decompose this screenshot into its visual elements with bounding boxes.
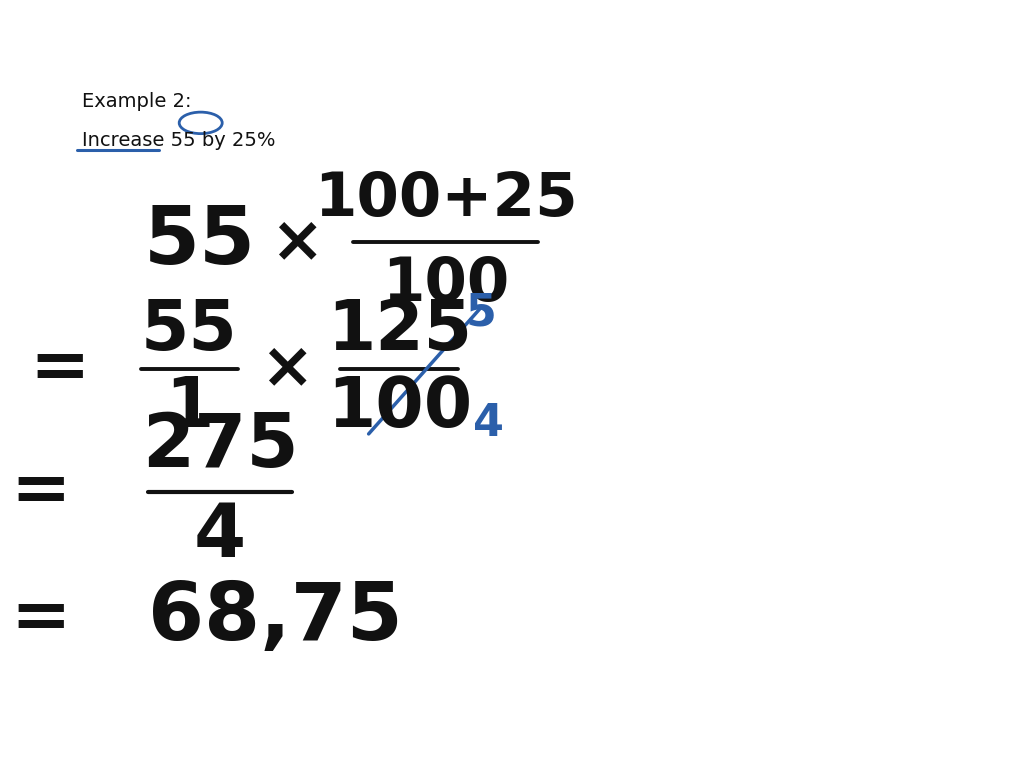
Text: 4: 4 bbox=[194, 499, 247, 573]
Text: ×: × bbox=[270, 211, 324, 273]
Text: 68,75: 68,75 bbox=[148, 579, 403, 657]
Text: 5: 5 bbox=[466, 292, 497, 335]
Text: 1: 1 bbox=[165, 373, 214, 441]
Text: 100: 100 bbox=[382, 255, 509, 313]
Text: 125: 125 bbox=[327, 296, 472, 364]
Text: 55: 55 bbox=[141, 296, 238, 364]
Text: 100: 100 bbox=[327, 373, 472, 441]
Text: =: = bbox=[10, 457, 72, 526]
Text: 55: 55 bbox=[143, 203, 256, 281]
Text: Increase 55 by 25%: Increase 55 by 25% bbox=[82, 131, 275, 150]
Text: =: = bbox=[29, 334, 90, 403]
Text: 275: 275 bbox=[142, 410, 298, 484]
Text: 4: 4 bbox=[473, 402, 504, 445]
Text: 100+25: 100+25 bbox=[313, 170, 578, 229]
Text: ×: × bbox=[260, 338, 313, 399]
Text: =: = bbox=[10, 584, 72, 653]
Text: Example 2:: Example 2: bbox=[82, 92, 191, 111]
